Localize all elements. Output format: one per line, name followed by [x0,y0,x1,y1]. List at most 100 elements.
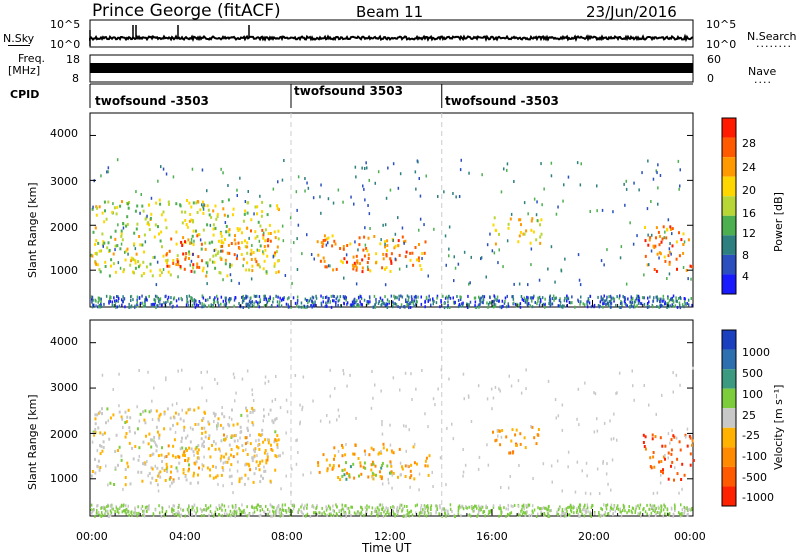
power-cell [216,294,218,298]
velocity-cell [684,435,687,439]
power-cell [361,258,364,262]
velocity-cell [651,507,653,510]
velocity-cell [477,384,480,388]
velocity-cell [187,469,190,473]
power-cell [636,294,638,298]
power-cell [548,298,551,302]
power-cell [478,303,480,307]
power-cell [613,299,615,303]
velocity-cell [594,392,597,396]
velocity-cell [408,428,410,432]
velocity-cell [378,503,381,507]
power-cell [386,244,389,247]
power-cell [662,298,664,301]
velocity-cell [207,506,210,510]
power-cell [254,230,257,234]
power-cell [367,257,370,260]
velocity-cell [500,506,502,510]
velocity-cell [189,407,192,411]
power-cell [655,269,658,273]
velocity-cell [176,402,178,406]
power-cb-tick-8: 8 [742,249,749,262]
power-cell [250,218,253,222]
power-cell [346,302,348,306]
power-cell [245,302,247,306]
power-cell [550,245,553,249]
power-cell [655,226,658,230]
velocity-cell [251,456,254,460]
power-cell [661,304,664,308]
power-cell [366,166,368,170]
velocity-cell [239,425,242,429]
power-cell [634,300,637,303]
power-cell [404,239,407,243]
power-cell [480,300,482,304]
velocity-cell [96,449,99,453]
power-cell [258,265,261,269]
power-cell [160,271,163,275]
power-cell [396,296,398,300]
power-cell [195,299,197,303]
velocity-cell [239,436,241,440]
velocity-cell [216,474,219,478]
velocity-cell [392,376,395,380]
velocity-cell [613,505,616,509]
power-cell [361,270,364,274]
time-axis [89,300,694,516]
power-cell [629,221,631,225]
power-cell [449,306,451,309]
velocity-cell [397,511,399,515]
velocity-cell [161,460,164,463]
power-cell [164,295,166,299]
velocity-cell [304,514,307,518]
velocity-cell [153,386,155,390]
power-cell [184,255,187,259]
power-cell [586,305,589,309]
velocity-cell [270,443,272,447]
power-cell [493,302,495,306]
velocity-cell [214,510,217,514]
power-cell [401,295,404,299]
velocity-cell [125,512,127,516]
power-cell [224,262,227,266]
velocity-cell [416,462,418,466]
velocity-cell [514,433,517,437]
power-cell [150,196,153,200]
velocity-cell [478,455,481,459]
power-cell [531,296,533,300]
power-cell [432,302,434,306]
power-cell [365,161,367,165]
power-cell [126,215,129,219]
power-cell [204,298,207,302]
velocity-cell [406,513,408,517]
power-cell [448,247,450,251]
velocity-cell [210,512,213,515]
power-cell [455,195,457,199]
power-cell [94,261,97,265]
velocity-cell [267,508,269,512]
velocity-cell [270,514,272,518]
velocity-cell [291,504,294,507]
power-cell [433,227,435,231]
power-cell [273,253,276,257]
velocity-cell [427,473,430,477]
power-cell [242,257,245,261]
velocity-cell [644,435,647,439]
power-cb-tick-16: 16 [742,207,756,220]
velocity-cell [177,412,180,416]
power-cell [263,294,265,298]
power-cell [195,201,198,205]
power-cell [259,300,261,304]
velocity-cell [243,482,246,486]
velocity-cell [259,480,262,484]
power-cell [310,304,312,308]
velocity-cell [410,509,412,513]
power-cell [200,242,203,246]
velocity-cell [505,507,507,511]
power-cell [599,304,602,308]
power-cell [667,296,669,300]
velocity-cell [115,506,118,510]
power-cell [124,305,126,309]
power-cell [186,297,188,301]
velocity-cell [364,466,367,470]
